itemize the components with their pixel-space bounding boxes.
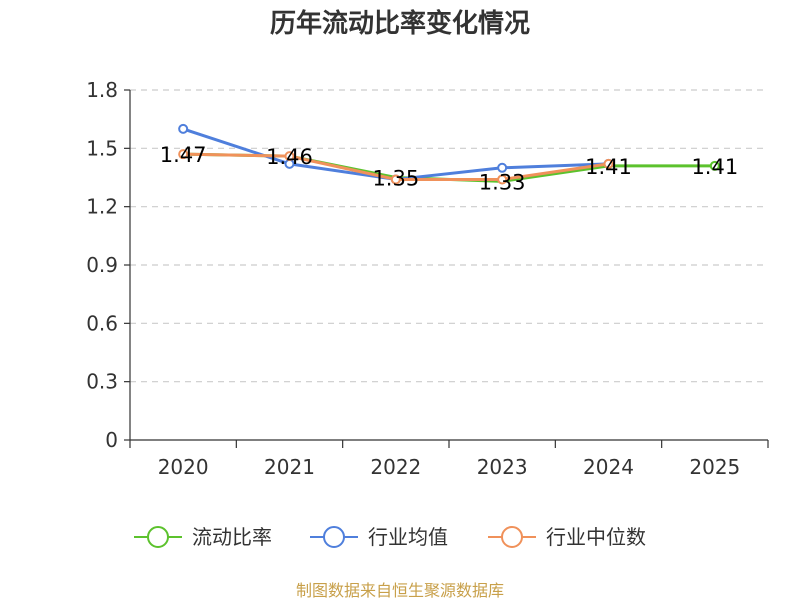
data-point[interactable] bbox=[603, 158, 614, 169]
data-labels: 1.47 1.46 1.35 1.33 1.41 1.41 bbox=[160, 143, 738, 194]
data-point[interactable] bbox=[497, 174, 508, 185]
x-tick-label: 2022 bbox=[370, 455, 421, 479]
y-tick-label: 0 bbox=[105, 428, 118, 452]
x-tick-label: 2021 bbox=[264, 455, 315, 479]
y-tick-label: 1.5 bbox=[86, 136, 118, 160]
data-point[interactable] bbox=[390, 174, 401, 185]
y-tick-label: 0.9 bbox=[86, 253, 118, 277]
legend-label[interactable]: 行业中位数 bbox=[546, 525, 646, 549]
legend-marker-icon bbox=[147, 526, 169, 548]
series-line-0 bbox=[183, 152, 715, 183]
legend[interactable]: 流动比率 行业均值 行业中位数 bbox=[134, 525, 646, 549]
data-point[interactable] bbox=[178, 123, 189, 134]
y-tick-label: 1.8 bbox=[86, 78, 118, 102]
data-label: 1.46 bbox=[266, 145, 313, 169]
x-tick-label: 2024 bbox=[583, 455, 634, 479]
series-group bbox=[178, 123, 720, 185]
legend-label[interactable]: 流动比率 bbox=[192, 525, 272, 549]
x-tick-label: 2023 bbox=[477, 455, 528, 479]
data-point[interactable] bbox=[284, 151, 295, 162]
data-label: 1.41 bbox=[691, 155, 738, 179]
data-point[interactable] bbox=[709, 160, 720, 171]
chart-title: 历年流动比率变化情况 bbox=[270, 8, 530, 39]
data-label: 1.41 bbox=[585, 155, 632, 179]
legend-marker-icon bbox=[323, 526, 345, 548]
x-tick-label: 2025 bbox=[689, 455, 740, 479]
legend-marker-icon bbox=[501, 526, 523, 548]
data-label: 1.47 bbox=[160, 143, 207, 167]
legend-label[interactable]: 行业均值 bbox=[368, 525, 448, 549]
y-tick-label: 1.2 bbox=[86, 195, 118, 219]
axes: 0 0.3 0.6 0.9 1.2 1.5 1.8 2020 2021 2022 2023 2024 2… bbox=[86, 78, 769, 479]
source-note: 制图数据来自恒生聚源数据库 bbox=[296, 581, 504, 600]
y-tick-label: 0.3 bbox=[86, 370, 118, 394]
grid bbox=[130, 89, 764, 383]
data-label: 1.33 bbox=[479, 170, 526, 194]
y-tick-label: 0.6 bbox=[86, 311, 118, 335]
x-tick-label: 2020 bbox=[158, 455, 209, 479]
data-point[interactable] bbox=[497, 162, 508, 173]
data-point[interactable] bbox=[178, 149, 189, 160]
data-label: 1.35 bbox=[372, 167, 419, 191]
